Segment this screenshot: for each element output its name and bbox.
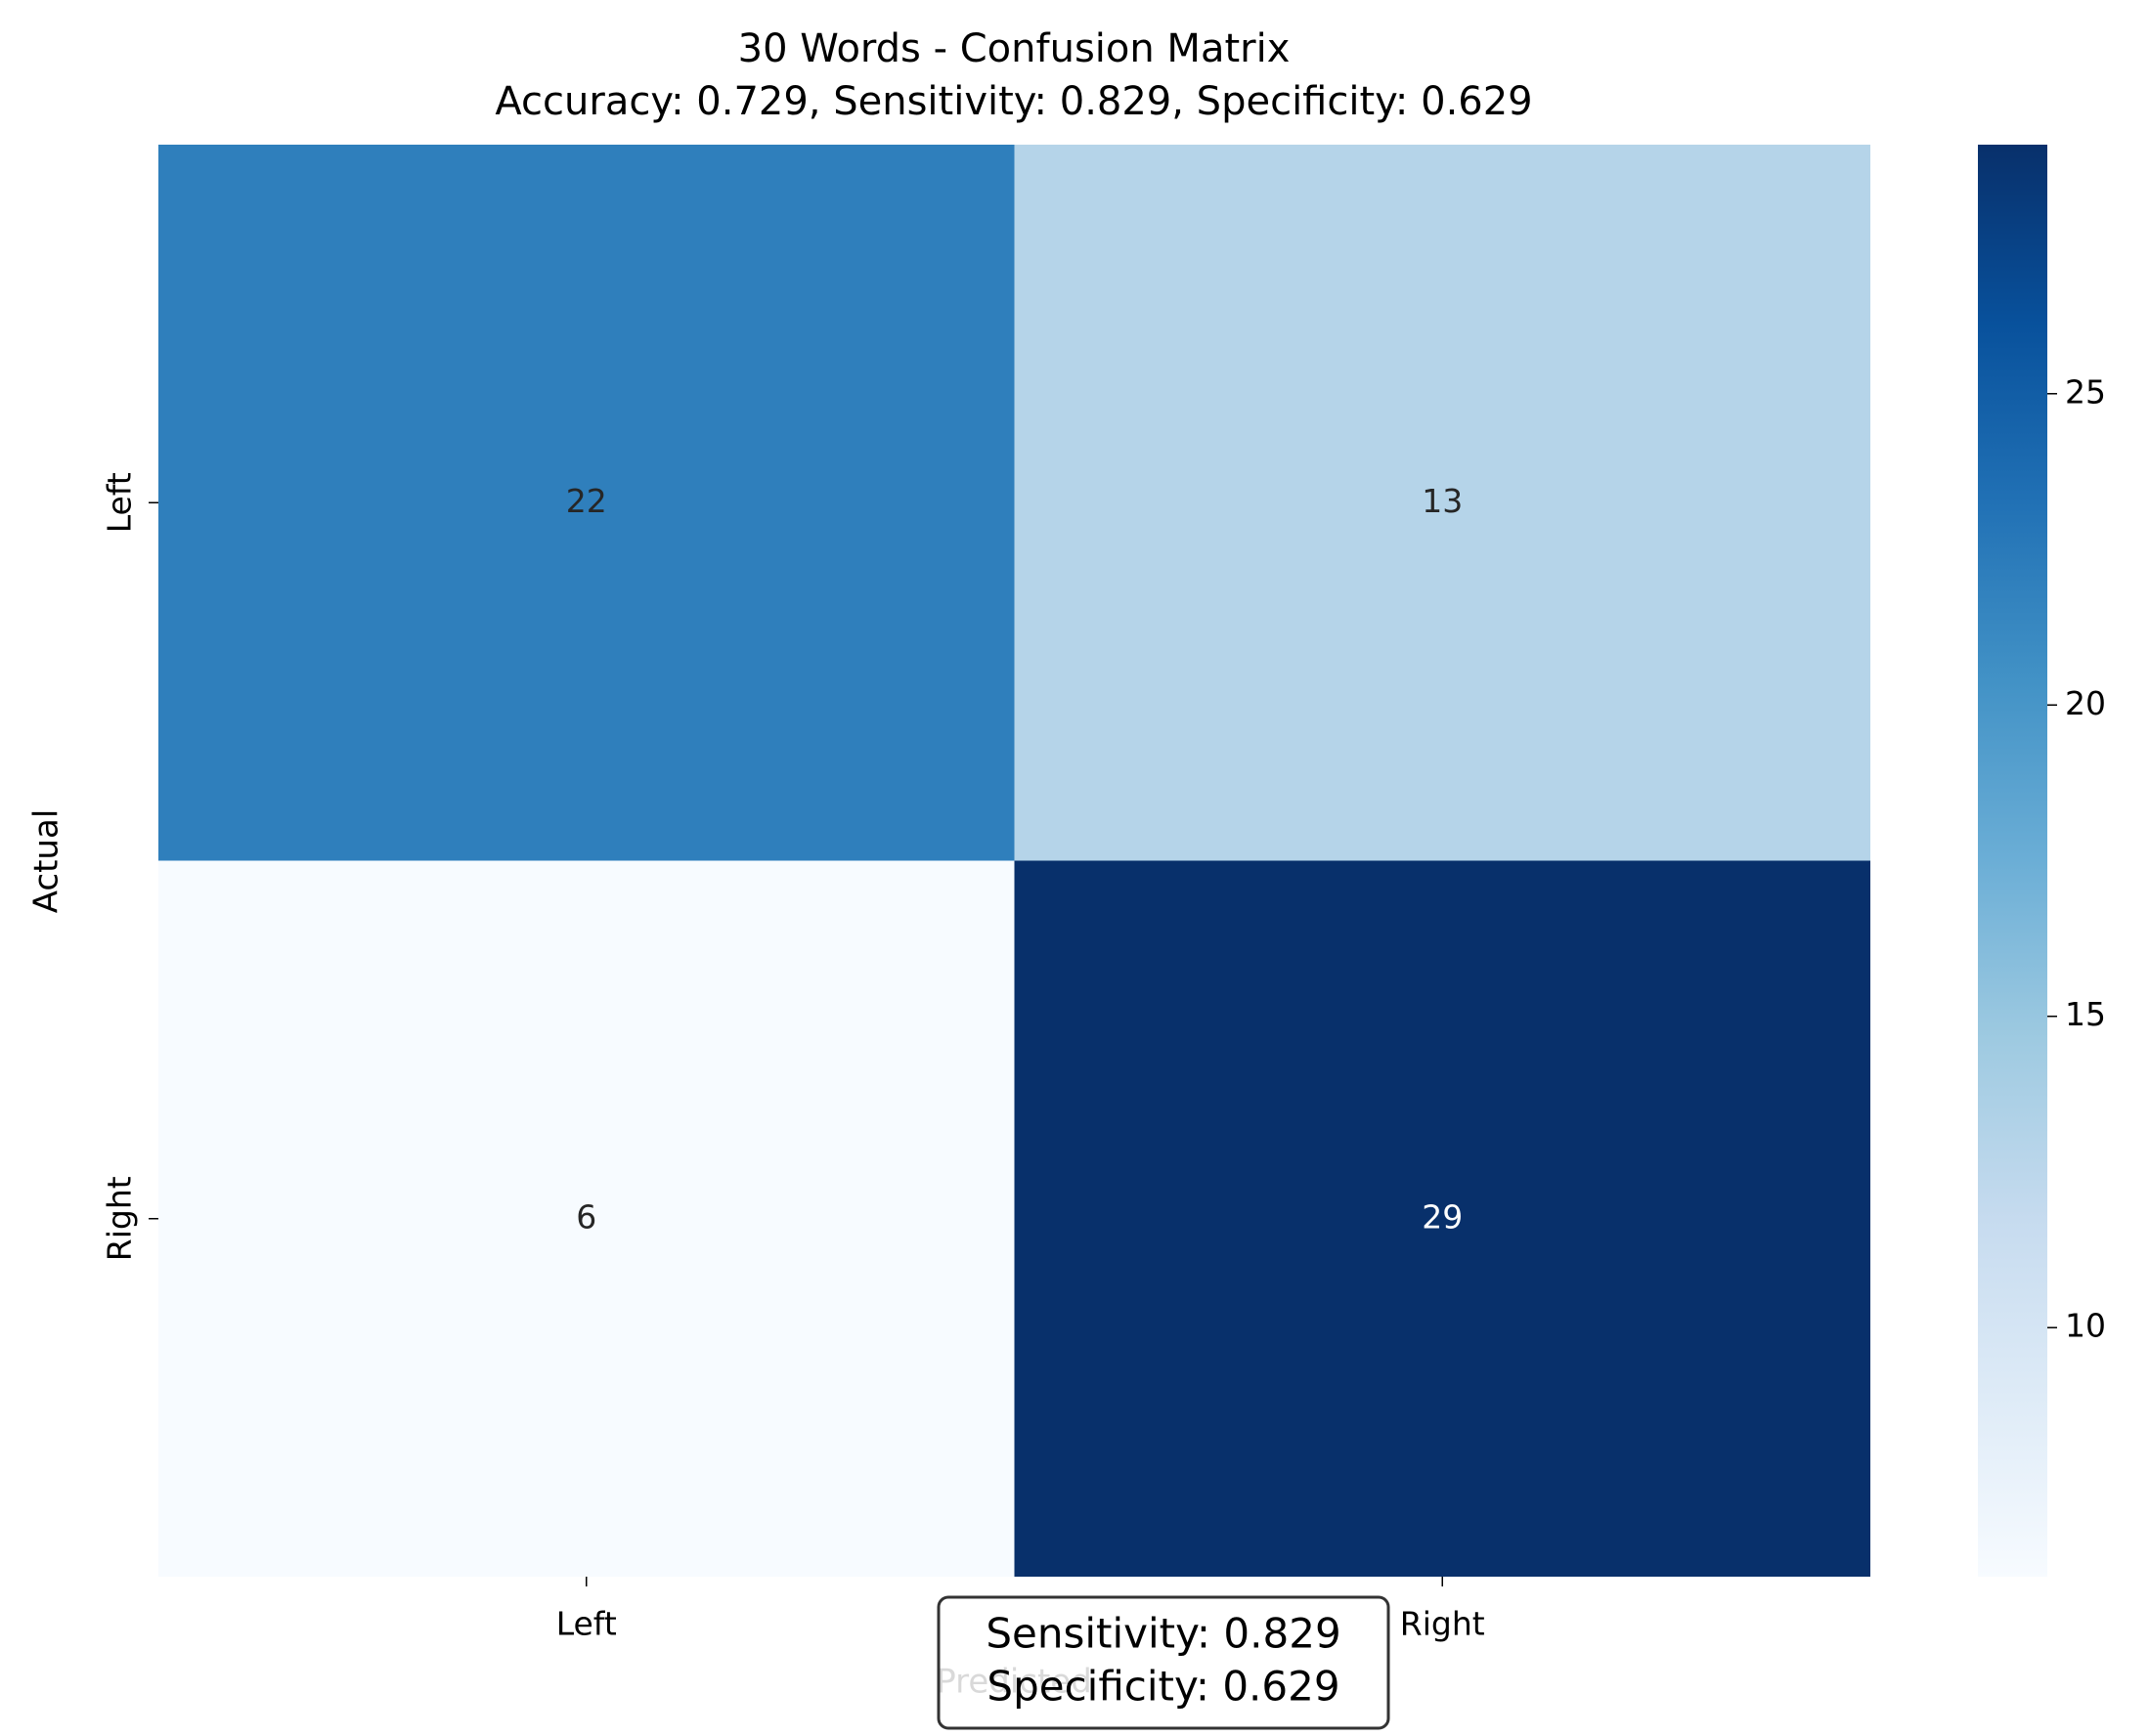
x-tick-label: Left bbox=[556, 1605, 617, 1643]
x-tick-label: Right bbox=[1400, 1605, 1485, 1643]
y-tick-label: Left bbox=[101, 472, 139, 533]
colorbar-tick-label: 25 bbox=[2065, 372, 2106, 411]
heatmap-cell bbox=[158, 860, 1015, 1577]
chart-subtitle: Accuracy: 0.729, Sensitivity: 0.829, Spe… bbox=[495, 79, 1532, 124]
y-axis-label: Actual bbox=[27, 809, 66, 914]
annotation-text: Specificity: 0.629 bbox=[987, 1663, 1339, 1711]
cell-label: 29 bbox=[1422, 1197, 1463, 1236]
cell-label: 6 bbox=[576, 1197, 596, 1236]
colorbar-tick-label: 15 bbox=[2065, 995, 2106, 1033]
chart-title: 30 Words - Confusion Matrix bbox=[738, 26, 1291, 71]
cell-label: 22 bbox=[566, 482, 607, 520]
cell-label: 13 bbox=[1422, 482, 1463, 520]
annotation-box bbox=[937, 1595, 1390, 1730]
colorbar-tick-label: 10 bbox=[2065, 1307, 2106, 1345]
colorbar-tick-label: 20 bbox=[2065, 684, 2106, 722]
annotation-text: Sensitivity: 0.829 bbox=[986, 1610, 1340, 1658]
y-tick-label: Right bbox=[101, 1176, 139, 1261]
heatmap-cell bbox=[158, 145, 1015, 861]
heatmap-cell bbox=[1014, 860, 1870, 1577]
heatmap-cell bbox=[1014, 145, 1870, 861]
colorbar bbox=[1978, 145, 2047, 1577]
